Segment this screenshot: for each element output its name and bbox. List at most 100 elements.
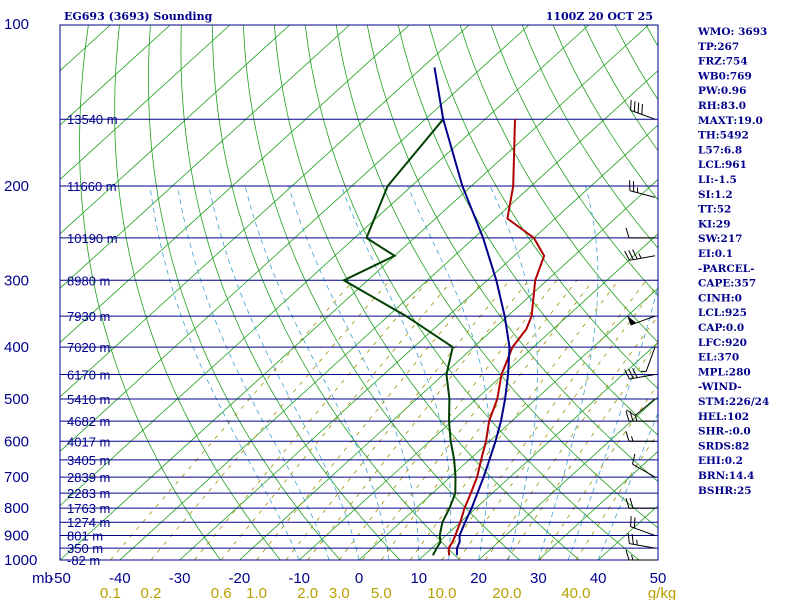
height-label: 13540 m [67, 112, 118, 127]
wind-barb [627, 533, 656, 549]
wind-barb-half-feather [631, 436, 634, 442]
isotherm-line [358, 287, 658, 560]
height-label: 2283 m [67, 486, 110, 501]
wind-barb [625, 410, 655, 422]
isotherm-line [538, 450, 658, 560]
sounding-index: FRZ:754 [698, 56, 748, 68]
temperature-tick-label: 10 [410, 570, 427, 587]
mixing-ratio-label: 5.0 [371, 585, 392, 600]
station-title: EG693 (3693) Sounding [64, 10, 213, 23]
sounding-index: -PARCEL- [698, 263, 754, 275]
wind-barb-shaft [632, 463, 656, 478]
pressure-tick-label: 1000 [4, 552, 37, 569]
sounding-index: MPL:280 [698, 366, 751, 378]
mixing-ratio-label: 0.1 [100, 585, 121, 600]
wind-barb-feather [633, 517, 636, 529]
wind-barb-feather [628, 368, 634, 379]
sounding-index: EI:0.1 [698, 248, 733, 260]
temperature-tick-label: -50 [49, 570, 71, 587]
mixing-ratio-label: 20.0 [492, 585, 521, 600]
height-label: 5410 m [67, 392, 110, 407]
isobars [60, 118, 658, 561]
wind-barb-feather [624, 369, 630, 380]
isotherm-line [60, 25, 530, 452]
plot-frame [59, 24, 659, 561]
mixing-ratio-label: 10.0 [427, 585, 456, 600]
wind-barb-feather [641, 103, 643, 115]
mixing-ratio-unit: g/kg [648, 585, 676, 600]
wind-barb-feather [632, 368, 638, 378]
height-label: 8980 m [67, 273, 110, 288]
wind-barb-feather [625, 410, 630, 422]
sounding-index: -WIND- [698, 381, 742, 393]
mixing-ratio-label: 40.0 [561, 585, 590, 600]
temperature-tick-label: 40 [590, 570, 607, 587]
sounding-index: EHI:0.2 [698, 455, 743, 467]
sounding-index: TP:267 [698, 41, 739, 53]
mixing-ratio-label: 0.2 [141, 585, 162, 600]
pressure-tick-label: 400 [4, 339, 29, 356]
wind-barb [640, 346, 656, 373]
sounding-index: BSHR:25 [698, 485, 752, 497]
sounding-index: L57:6.8 [698, 144, 742, 156]
wind-barb [627, 315, 656, 326]
wind-barb-half-feather [631, 554, 634, 561]
isotherm-line [60, 25, 171, 126]
sounding-indices-panel: WMO: 3693 TP:267 FRZ:754 WB0:769 PW:0.96 RH:8… [697, 26, 769, 497]
height-label: 1763 m [67, 501, 110, 516]
mixing-ratio-line [220, 280, 453, 560]
sounding-index: WB0:769 [697, 70, 752, 82]
wind-barb-feather [629, 498, 634, 509]
sounding-index: STM:226/24 [698, 396, 769, 408]
sounding-index: CINH:0 [698, 292, 742, 304]
wind-barb-shaft [629, 255, 656, 261]
wind-barb-shaft [629, 190, 656, 198]
wind-barb [630, 516, 656, 536]
isotherm-line [60, 25, 470, 398]
pressure-unit-label: mb [32, 570, 53, 587]
sounding-profiles [341, 67, 546, 556]
wind-barb-feather [625, 431, 630, 442]
isotherm-line [119, 70, 658, 560]
pressure-tick-label: 300 [4, 272, 29, 289]
height-label: 4682 m [67, 414, 110, 429]
height-label: 7930 m [67, 309, 110, 324]
wind-barb-shaft [629, 374, 656, 380]
temperature-tick-label: -30 [169, 570, 191, 587]
temperature-tick-label: -10 [288, 570, 310, 587]
sounding-index: HEL:102 [698, 411, 749, 423]
isotherm-line [478, 396, 658, 560]
mixing-ratio-label: 3.0 [329, 585, 350, 600]
wind-barb [625, 549, 655, 561]
sounding-index: LFC:920 [698, 337, 747, 349]
wind-barb [624, 368, 656, 380]
wind-barbs [624, 99, 656, 561]
pressure-tick-label: 200 [4, 178, 29, 195]
wind-barb-feather [627, 533, 630, 544]
dewpoint-profile [341, 118, 457, 556]
pressure-tick-label: 100 [4, 16, 29, 33]
sounding-index: SI:1.2 [698, 189, 733, 201]
isotherm-line [60, 25, 410, 344]
wind-barb-shaft [630, 526, 656, 536]
pressure-tick-label: 900 [4, 528, 29, 545]
wind-barb-feather [625, 549, 630, 561]
pressure-tick-label: 600 [4, 433, 29, 450]
sounding-index: RH:83.0 [698, 100, 746, 112]
height-label: 3405 m [67, 453, 110, 468]
temperature-tick-label: 30 [530, 570, 547, 587]
wind-barb-shaft [629, 543, 656, 549]
wind-barb-feather [630, 99, 632, 111]
wind-barb-half-feather [635, 415, 638, 422]
mixing-ratio-label: 2.0 [297, 585, 318, 600]
height-label: 4017 m [67, 434, 110, 449]
temperature-tick-label: -20 [229, 570, 251, 587]
sounding-index: LCL:925 [698, 307, 747, 319]
isotherm-line [60, 25, 350, 289]
wind-barb-feather [630, 516, 632, 527]
sounding-index: LCL:961 [698, 159, 747, 171]
isotherm-line [418, 342, 658, 560]
wind-barb [631, 453, 656, 478]
height-label: 6170 m [67, 367, 110, 382]
